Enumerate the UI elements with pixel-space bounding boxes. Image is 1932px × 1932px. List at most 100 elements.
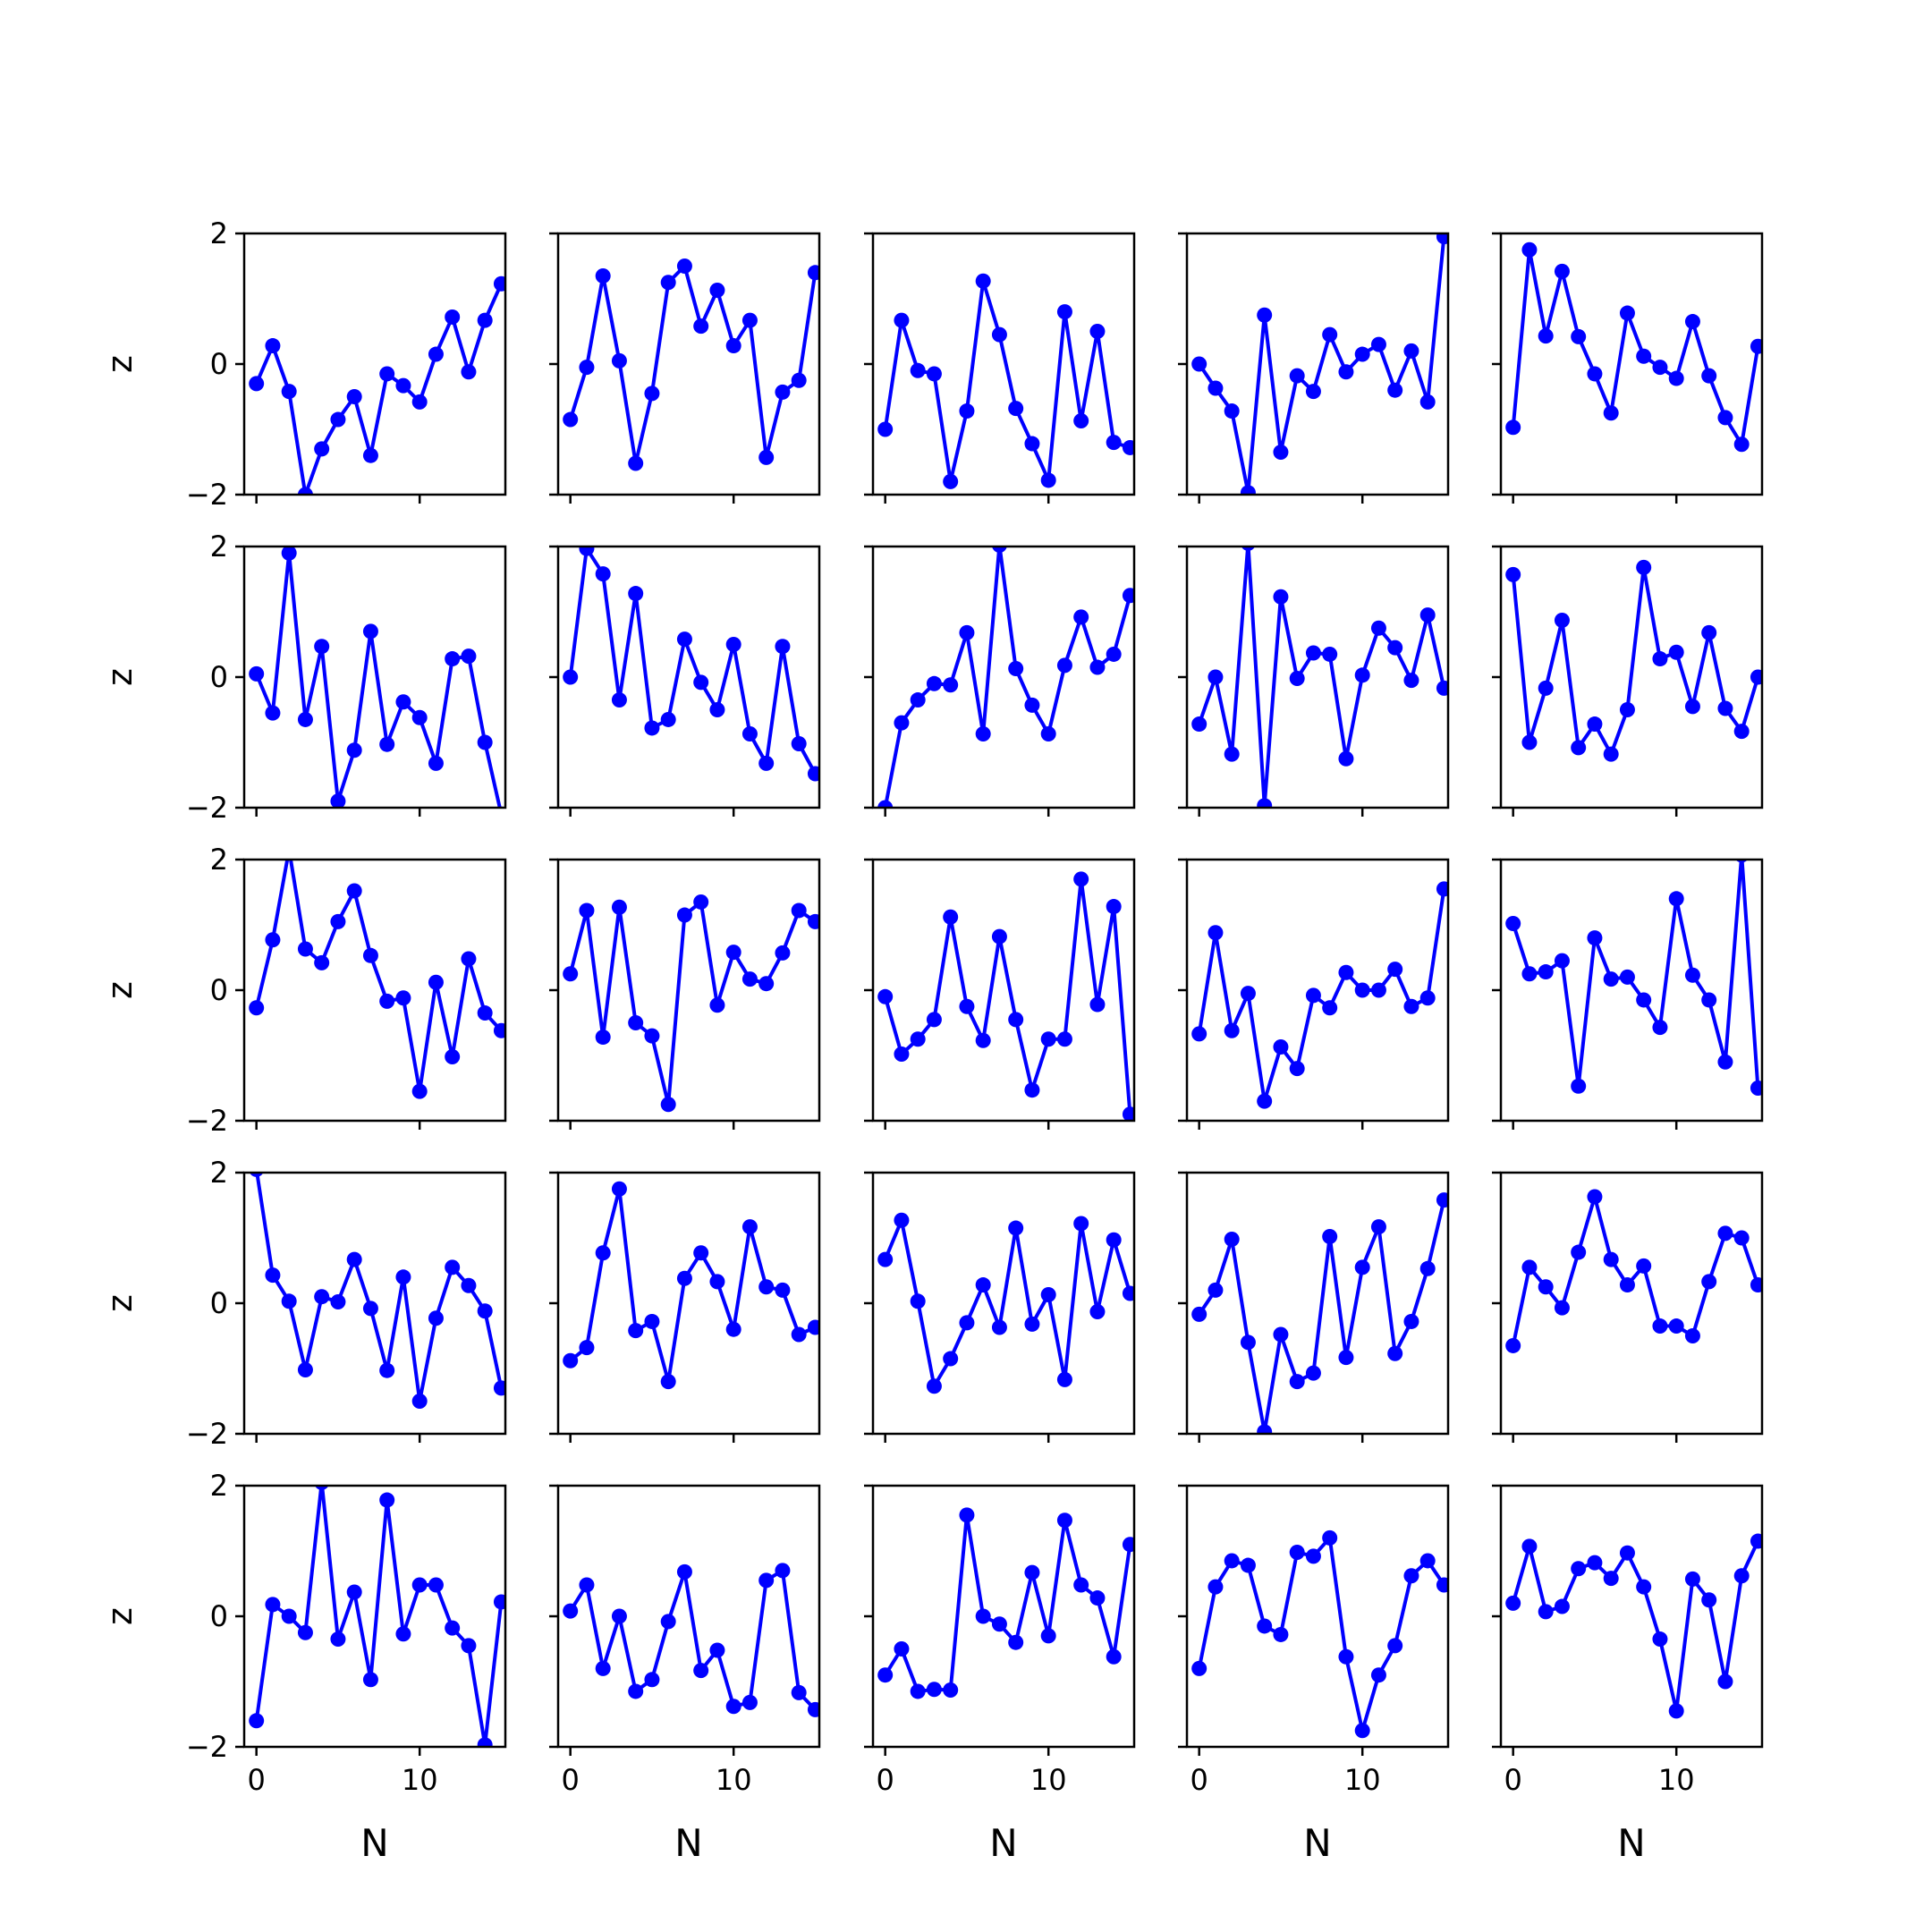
data-point [975, 1608, 991, 1624]
data-point [1191, 1026, 1208, 1042]
x-axis-label: N [989, 1821, 1017, 1865]
data-point [910, 1031, 926, 1047]
data-point [628, 455, 644, 471]
data-point [1040, 1287, 1056, 1303]
data-point [758, 1572, 775, 1589]
data-point [1701, 1592, 1717, 1608]
x-tick-label: 0 [1504, 1763, 1522, 1797]
data-point [411, 709, 428, 725]
series-line [568, 900, 818, 1106]
subplot-r1-c5 [1492, 232, 1764, 504]
axes-frame [242, 858, 507, 1123]
subplot-r2-c5 [1492, 545, 1764, 817]
data-point [493, 1594, 505, 1610]
data-point [1224, 746, 1240, 762]
data-point [877, 988, 894, 1004]
series-line [568, 547, 818, 775]
data-series [563, 258, 819, 471]
data-point [250, 1173, 264, 1177]
data-point [725, 1699, 741, 1715]
data-point [725, 338, 741, 354]
data-point [445, 1620, 461, 1636]
axes-frame [1185, 1171, 1450, 1436]
y-tick-label: −2 [186, 791, 228, 825]
data-point [894, 312, 910, 328]
data-point [297, 487, 313, 495]
data-point [1750, 1533, 1762, 1549]
x-tick-label: 10 [1658, 1763, 1695, 1797]
data-point [1387, 1638, 1403, 1654]
data-point [709, 997, 725, 1013]
x-tick-label: 0 [562, 1763, 580, 1797]
data-point [1419, 990, 1436, 1006]
data-point [1668, 644, 1684, 660]
data-point [1571, 328, 1587, 344]
data-point [926, 1378, 942, 1394]
data-point [1089, 659, 1106, 675]
data-point [1652, 1020, 1668, 1036]
data-point [1571, 1078, 1587, 1094]
data-series [877, 273, 1134, 489]
data-point [758, 755, 775, 771]
data-point [1668, 370, 1684, 386]
data-point [943, 1682, 959, 1698]
data-point [563, 1603, 579, 1619]
data-point [1387, 1345, 1403, 1361]
data-point [807, 1701, 819, 1717]
data-point [595, 267, 611, 284]
data-point [611, 899, 627, 915]
data-point [943, 677, 959, 693]
data-point [1191, 356, 1208, 372]
data-point [959, 403, 975, 419]
data-point [1257, 1618, 1273, 1634]
data-point [1733, 1230, 1750, 1246]
data-point [1040, 1031, 1056, 1047]
data-point [477, 734, 493, 750]
data-point [894, 1641, 910, 1657]
data-point [1122, 588, 1134, 604]
data-point [445, 1048, 461, 1064]
data-point [362, 1301, 378, 1317]
data-point [1505, 1595, 1521, 1611]
data-point [991, 326, 1007, 343]
data-series [1191, 1192, 1448, 1434]
data-point [991, 1319, 1007, 1335]
axes-frame [871, 232, 1136, 496]
data-point [1208, 1579, 1224, 1595]
data-point [1024, 1564, 1040, 1580]
data-point [395, 1269, 411, 1285]
data-point [379, 736, 395, 752]
y-axis-label: z [100, 355, 140, 373]
subplot-r4-c4 [1178, 1171, 1450, 1443]
data-point [249, 376, 265, 392]
data-point [807, 766, 819, 782]
data-point [807, 913, 819, 929]
data-point [1122, 1106, 1134, 1121]
data-point [1106, 1648, 1122, 1665]
data-series [1191, 881, 1448, 1109]
data-point [497, 806, 505, 808]
data-point [1273, 1039, 1289, 1055]
subplot-r4-c2 [549, 1171, 821, 1443]
data-point [660, 711, 676, 727]
data-point [926, 675, 942, 691]
data-series [563, 1181, 819, 1390]
data-point [1240, 1557, 1256, 1573]
data-point [1387, 640, 1403, 656]
data-point [628, 586, 644, 602]
data-point [1733, 724, 1750, 740]
data-point [563, 1352, 579, 1368]
data-point [628, 1683, 644, 1699]
data-point [1652, 360, 1668, 376]
data-point [758, 1279, 775, 1295]
data-point [1717, 1674, 1733, 1690]
data-point [346, 883, 362, 899]
data-point [1571, 1561, 1587, 1577]
data-point [910, 692, 926, 708]
data-point [1750, 1080, 1762, 1096]
data-point [1571, 1244, 1587, 1260]
data-point [1370, 620, 1386, 636]
data-point [1073, 609, 1089, 625]
data-point [493, 1380, 505, 1396]
data-point [775, 945, 791, 961]
